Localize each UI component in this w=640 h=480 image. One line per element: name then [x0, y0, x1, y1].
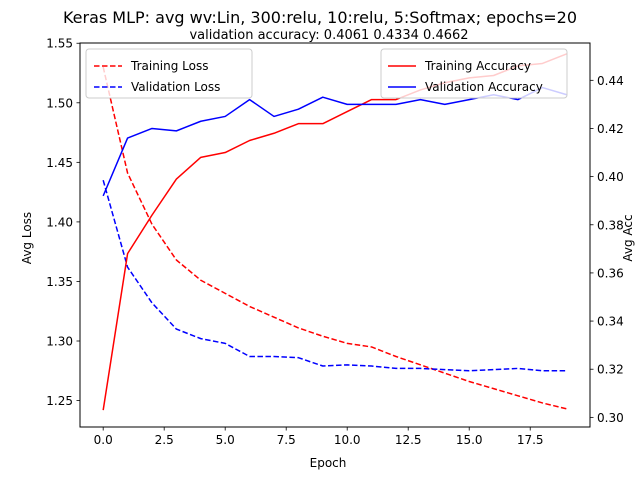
y-right-tick-label: 0.30 [597, 411, 624, 425]
series-line-training-loss [102, 66, 567, 410]
y-left-tick-label: 1.40 [46, 215, 73, 229]
x-tick-label: 12.5 [395, 433, 422, 447]
x-tick-label: 5.0 [216, 433, 235, 447]
y-right-tick-label: 0.38 [597, 218, 624, 232]
y-left-tick-label: 1.45 [46, 156, 73, 170]
y-right-tick-label: 0.40 [597, 170, 624, 184]
y-right-tick-label: 0.36 [597, 266, 624, 280]
x-tick-label: 17.5 [517, 433, 544, 447]
legend-accuracy-box [380, 48, 568, 99]
y-right-tick-label: 0.32 [597, 363, 624, 377]
tick-layer: 0.0 2.5 5.0 7.5 10.0 12.5 15.0 17.5 1.25 1.30 1.35… [46, 37, 623, 447]
legend-loss-box [85, 48, 253, 99]
legend-label-validation-accuracy: Validation Accuracy [425, 80, 543, 94]
x-tick-label: 7.5 [277, 433, 296, 447]
series-layer [102, 53, 568, 411]
y-left-tick-label: 1.30 [46, 335, 73, 349]
chart-title: Keras MLP: avg wv:Lin, 300:relu, 10:relu… [63, 8, 577, 27]
legend-label-training-accuracy: Training Accuracy [424, 59, 531, 73]
x-axis-label: Epoch [310, 456, 347, 470]
y-right-tick-label: 0.44 [597, 74, 624, 88]
plot-frame [79, 42, 591, 428]
series-line-training-accuracy [102, 53, 568, 411]
x-tick-label: 15.0 [456, 433, 483, 447]
series-line-validation-loss [102, 180, 567, 372]
y-left-tick-label: 1.35 [46, 275, 73, 289]
y-left-tick-label: 1.55 [46, 37, 73, 51]
x-tick-label: 10.0 [334, 433, 361, 447]
legend-label-validation-loss: Validation Loss [131, 80, 220, 94]
legend-accuracy: Training Accuracy Validation Accuracy [380, 48, 568, 99]
x-tick-label: 2.5 [155, 433, 174, 447]
series-line-validation-accuracy [102, 86, 568, 197]
legend-label-training-loss: Training Loss [130, 59, 208, 73]
y-left-tick-label: 1.25 [46, 394, 73, 408]
legend-loss: Training Loss Validation Loss [85, 48, 253, 99]
y-left-tick-label: 1.50 [46, 96, 73, 110]
x-tick-label: 0.0 [94, 433, 113, 447]
y-right-axis-label: Avg Acc [621, 214, 635, 261]
chart-subtitle: validation accuracy: 0.4061 0.4334 0.466… [189, 28, 468, 43]
y-right-tick-label: 0.34 [597, 315, 624, 329]
y-left-axis-label: Avg Loss [20, 212, 34, 264]
y-right-tick-label: 0.42 [597, 122, 624, 136]
